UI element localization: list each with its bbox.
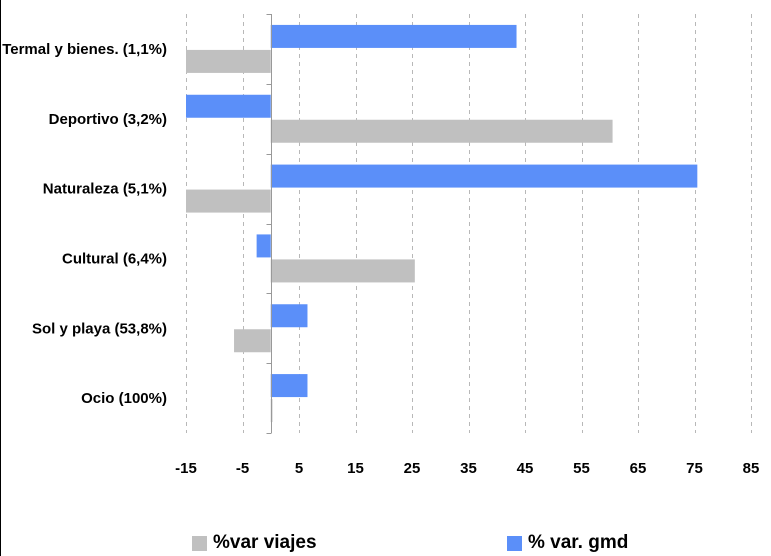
tick-labels: -15 -5 5 15 25 35 45 55 65 75 85 bbox=[175, 460, 759, 477]
bar-viajes-3 bbox=[270, 259, 415, 283]
legend-item-gmd: % var. gmd bbox=[507, 530, 628, 556]
bar-gmd-5 bbox=[270, 374, 308, 398]
category-label-3: Cultural (6,4%) bbox=[62, 250, 167, 267]
legend-label-gmd: % var. gmd bbox=[528, 532, 629, 553]
tick-label-10: 85 bbox=[743, 460, 760, 477]
tick-label-0: -15 bbox=[175, 460, 197, 477]
bar-viajes-0 bbox=[186, 49, 271, 73]
legend-swatch-gmd bbox=[507, 535, 522, 551]
tick-label-8: 65 bbox=[630, 460, 647, 477]
bar-gmd-4 bbox=[270, 304, 308, 328]
bar-gmd-3 bbox=[256, 234, 271, 258]
legend-label-viajes: %var viajes bbox=[213, 532, 317, 553]
bar-viajes-2 bbox=[186, 189, 271, 213]
tick-label-3: 15 bbox=[347, 460, 364, 477]
bar-gmd-0 bbox=[270, 24, 517, 48]
tick-label-5: 35 bbox=[460, 460, 477, 477]
category-label-1: Deportivo (3,2%) bbox=[49, 111, 167, 128]
bar-viajes-4 bbox=[234, 329, 271, 353]
category-label-5: Ocio (100%) bbox=[81, 390, 167, 407]
tick-label-6: 45 bbox=[517, 460, 534, 477]
tick-label-1: -5 bbox=[236, 460, 249, 477]
legend-swatch-viajes bbox=[192, 535, 207, 551]
tick-label-4: 25 bbox=[404, 460, 421, 477]
bar-viajes-1 bbox=[270, 119, 613, 143]
bar-gmd-2 bbox=[270, 164, 698, 188]
category-label-4: Sol y playa (53,8%) bbox=[32, 320, 167, 337]
category-labels: Termal y bienes. (1,1%) Deportivo (3,2%) N… bbox=[2, 41, 167, 407]
axes bbox=[266, 14, 272, 434]
bars bbox=[186, 24, 698, 423]
tick-label-7: 55 bbox=[573, 460, 590, 477]
legend-item-viajes: %var viajes bbox=[192, 530, 317, 556]
bar-gmd-1 bbox=[186, 94, 271, 118]
gridlines bbox=[186, 14, 752, 433]
category-label-0: Termal y bienes. (1,1%) bbox=[2, 41, 167, 58]
tick-label-2: 5 bbox=[295, 460, 303, 477]
category-label-2: Naturaleza (5,1%) bbox=[43, 181, 167, 198]
tick-label-9: 75 bbox=[686, 460, 703, 477]
